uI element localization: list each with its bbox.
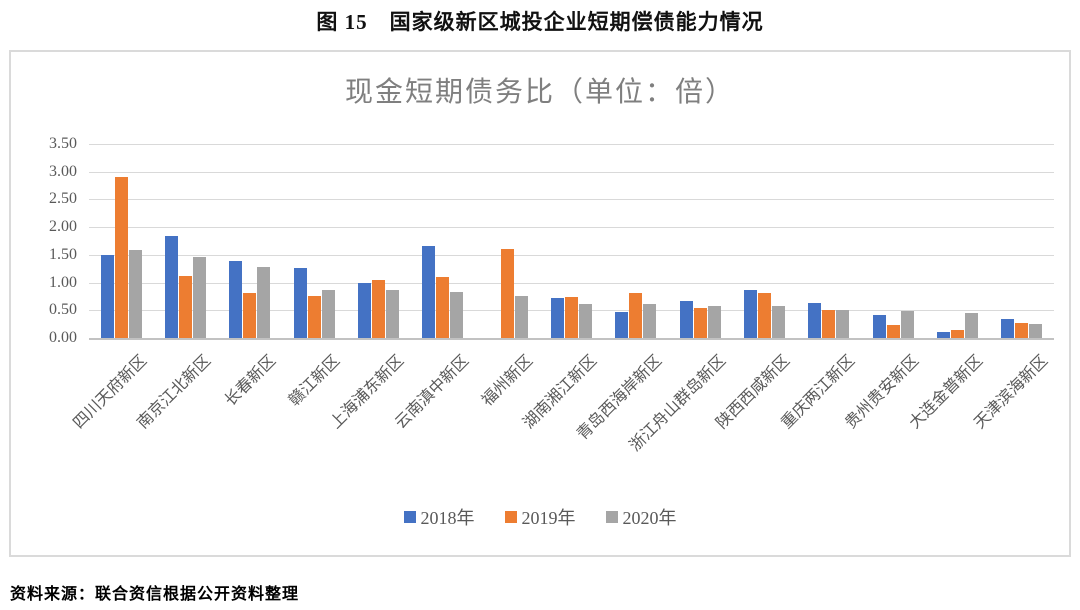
legend-item: 2018年 <box>403 504 475 530</box>
chart-legend: 2018年 2019年 2020年 <box>11 504 1069 530</box>
y-axis-tick-label: 2.00 <box>49 218 77 235</box>
bar <box>293 268 307 338</box>
y-axis-tick-label: 3.00 <box>49 163 77 180</box>
x-axis-category-label: 赣江新区 <box>286 352 344 410</box>
gridline <box>89 144 1054 145</box>
bar <box>422 246 436 338</box>
x-axis-category-label: 长春新区 <box>221 352 280 410</box>
gridline <box>89 255 1054 256</box>
bar <box>257 267 271 338</box>
bar <box>886 324 900 338</box>
chart-frame: 现金短期债务比（单位：倍） 0.00 0.50 1.00 1.50 2.00 2.50 3.… <box>9 50 1071 557</box>
legend-label: 2020年 <box>622 508 677 528</box>
bar <box>100 255 114 338</box>
bar <box>679 300 693 338</box>
legend-item: 2019年 <box>504 504 576 530</box>
bar <box>772 306 785 338</box>
bar <box>243 293 257 338</box>
chart-title: 现金短期债务比（单位：倍） <box>344 77 735 108</box>
bar <box>436 277 450 338</box>
bar <box>615 311 629 338</box>
bar <box>822 309 836 338</box>
bar <box>229 261 243 338</box>
bar <box>872 314 886 338</box>
legend-swatch <box>605 511 618 523</box>
bar <box>707 305 721 338</box>
bar <box>321 289 335 338</box>
y-axis-tick-label: 1.00 <box>49 274 77 291</box>
bar <box>643 304 657 338</box>
legend-label: 2018年 <box>420 508 475 528</box>
plot-area: 0.00 0.50 1.00 1.50 2.00 2.50 3.00 3.50 四川天府新区 南京… <box>11 52 1069 555</box>
bar <box>1001 318 1015 338</box>
gridline <box>89 199 1054 200</box>
y-axis-tick-label: 0.50 <box>49 301 77 318</box>
y-axis-tick-label: 2.50 <box>49 190 77 207</box>
bar <box>808 303 822 338</box>
bar <box>758 293 771 338</box>
legend-label: 2019年 <box>521 508 576 528</box>
bar <box>114 177 128 338</box>
x-axis-line <box>89 338 1054 340</box>
legend-swatch <box>504 511 517 523</box>
bar <box>937 331 950 338</box>
legend-swatch <box>403 511 416 523</box>
bar <box>900 311 914 338</box>
bar <box>128 250 142 338</box>
bar <box>450 292 464 338</box>
bar <box>551 297 564 338</box>
source-note: 资料来源：联合资信根据公开资料整理 <box>10 586 300 603</box>
legend-item: 2020年 <box>605 504 677 530</box>
y-axis-tick-label: 1.50 <box>49 246 77 263</box>
bar <box>386 290 399 338</box>
bar <box>307 295 321 338</box>
bar <box>372 280 385 338</box>
bar <box>693 308 707 338</box>
bar <box>193 257 206 338</box>
bar <box>1015 322 1029 338</box>
bar <box>744 289 757 338</box>
bar <box>836 309 850 338</box>
y-axis-tick-label: 0.00 <box>49 329 77 346</box>
gridline <box>89 283 1054 284</box>
gridline <box>89 172 1054 173</box>
bar <box>629 292 643 338</box>
gridline <box>89 227 1054 228</box>
bar <box>165 235 178 338</box>
y-axis-tick-label: 3.50 <box>49 135 77 152</box>
bar <box>565 297 578 338</box>
bar <box>179 275 192 338</box>
bar <box>951 330 964 338</box>
bar <box>514 296 528 338</box>
x-axis-category-label: 福州新区 <box>479 352 537 410</box>
figure-title: 图 15 国家级新区城投企业短期偿债能力情况 <box>316 10 764 34</box>
bar <box>1029 324 1043 338</box>
bar <box>358 282 371 338</box>
bar <box>500 249 514 338</box>
bar <box>579 304 592 338</box>
bar <box>965 313 978 338</box>
